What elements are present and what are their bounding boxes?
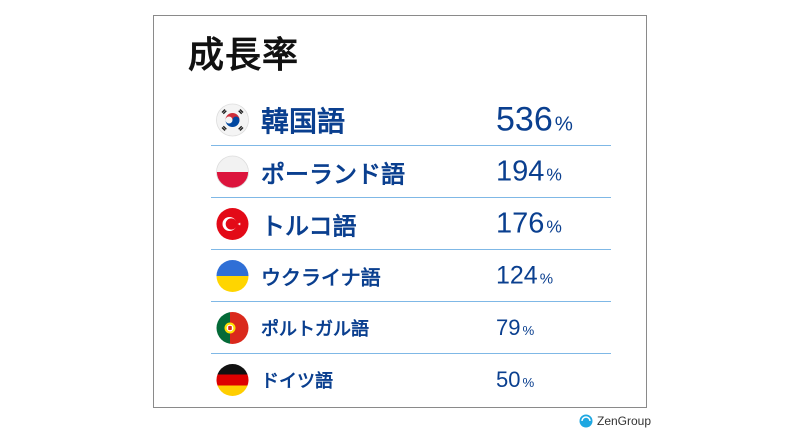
growth-value: 79% (496, 315, 534, 341)
growth-rate-table: 韓国語 536% ポーランド語 194% トルコ語 176% ウクライナ語 124% ポ… (211, 94, 611, 406)
south-korea-flag-icon (216, 103, 249, 136)
language-label: ウクライナ語 (261, 265, 381, 289)
language-label: ポルトガル語 (261, 318, 369, 340)
growth-value: 194% (496, 155, 562, 188)
portugal-flag-icon (216, 311, 249, 344)
language-label: トルコ語 (261, 212, 357, 240)
chart-card: 成長率 韓国語 536% ポーランド語 194% トルコ語 176% ウクライナ語 12… (153, 15, 647, 408)
table-row: ウクライナ語 124% (211, 250, 611, 302)
percent-unit: % (554, 113, 573, 135)
growth-number: 536 (496, 100, 553, 138)
turkey-flag-icon (216, 207, 249, 240)
table-row: 韓国語 536% (211, 94, 611, 146)
growth-number: 194 (496, 155, 545, 187)
growth-value: 50% (496, 367, 534, 393)
brand-logo: ZenGroup (579, 414, 651, 428)
table-row: ポルトガル語 79% (211, 302, 611, 354)
percent-unit: % (522, 322, 535, 338)
percent-unit: % (539, 270, 554, 287)
table-row: トルコ語 176% (211, 198, 611, 250)
chart-title: 成長率 (188, 35, 300, 76)
germany-flag-icon (216, 364, 249, 397)
poland-flag-icon (216, 155, 249, 188)
language-label: 韓国語 (261, 104, 346, 138)
zengroup-logo-icon (579, 414, 593, 428)
growth-value: 176% (496, 207, 562, 240)
growth-value: 536% (496, 100, 573, 139)
growth-value: 124% (496, 261, 553, 290)
percent-unit: % (546, 216, 562, 236)
table-row: ドイツ語 50% (211, 354, 611, 406)
growth-number: 124 (496, 261, 538, 289)
language-label: ドイツ語 (261, 371, 333, 392)
percent-unit: % (546, 164, 562, 184)
growth-number: 176 (496, 207, 545, 239)
growth-number: 79 (496, 314, 521, 340)
brand-name: ZenGroup (597, 414, 652, 428)
table-row: ポーランド語 194% (211, 146, 611, 198)
growth-number: 50 (496, 367, 521, 392)
language-label: ポーランド語 (261, 160, 405, 188)
percent-unit: % (522, 375, 535, 390)
ukraine-flag-icon (216, 259, 249, 292)
